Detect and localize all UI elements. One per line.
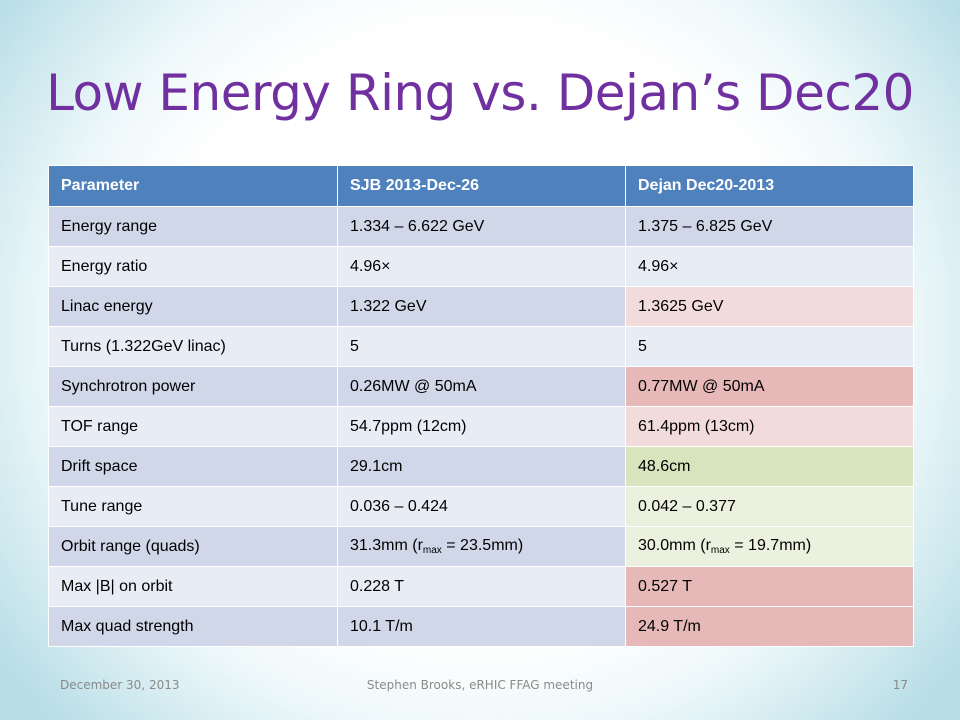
header-sjb: SJB 2013-Dec-26 xyxy=(337,165,626,207)
sjb-cell: 5 xyxy=(337,326,626,367)
table-row: Max |B| on orbit 0.228 T 0.527 T xyxy=(48,566,914,607)
table-row: Energy ratio 4.96× 4.96× xyxy=(48,246,914,287)
sjb-cell: 54.7ppm (12cm) xyxy=(337,406,626,447)
sjb-cell: 4.96× xyxy=(337,246,626,287)
dejan-cell: 61.4ppm (13cm) xyxy=(625,406,914,447)
footer-date: December 30, 2013 xyxy=(60,678,180,692)
sjb-cell: 29.1cm xyxy=(337,446,626,487)
dejan-orbit-text: 30.0mm (r xyxy=(638,537,711,554)
param-cell: Energy ratio xyxy=(48,246,338,287)
table-row: Turns (1.322GeV linac) 5 5 xyxy=(48,326,914,367)
table-row: Synchrotron power 0.26MW @ 50mA 0.77MW @… xyxy=(48,366,914,407)
param-cell: Tune range xyxy=(48,486,338,527)
dejan-cell: 1.3625 GeV xyxy=(625,286,914,327)
param-cell: Energy range xyxy=(48,206,338,247)
sjb-cell: 1.334 – 6.622 GeV xyxy=(337,206,626,247)
table-row: Max quad strength 10.1 T/m 24.9 T/m xyxy=(48,606,914,647)
r-max-subscript: max xyxy=(710,545,730,556)
header-parameter: Parameter xyxy=(48,165,338,207)
sjb-cell: 1.322 GeV xyxy=(337,286,626,327)
param-cell: Synchrotron power xyxy=(48,366,338,407)
dejan-cell: 0.77MW @ 50mA xyxy=(625,366,914,407)
dejan-cell: 0.527 T xyxy=(625,566,914,607)
sjb-cell: 10.1 T/m xyxy=(337,606,626,647)
r-max-subscript: max xyxy=(422,545,442,556)
dejan-cell: 4.96× xyxy=(625,246,914,287)
table-row: Orbit range (quads) 31.3mm (rmax = 23.5m… xyxy=(48,526,914,567)
table-row: TOF range 54.7ppm (12cm) 61.4ppm (13cm) xyxy=(48,406,914,447)
sjb-cell: 0.26MW @ 50mA xyxy=(337,366,626,407)
table-row: Energy range 1.334 – 6.622 GeV 1.375 – 6… xyxy=(48,206,914,247)
table-row: Drift space 29.1cm 48.6cm xyxy=(48,446,914,487)
dejan-cell: 0.042 – 0.377 xyxy=(625,486,914,527)
sjb-cell: 0.228 T xyxy=(337,566,626,607)
sjb-cell: 31.3mm (rmax = 23.5mm) xyxy=(337,526,626,567)
table-header-row: Parameter SJB 2013-Dec-26 Dejan Dec20-20… xyxy=(48,165,914,207)
comparison-table: Parameter SJB 2013-Dec-26 Dejan Dec20-20… xyxy=(48,165,914,647)
sjb-orbit-rmax: = 23.5mm) xyxy=(441,537,524,554)
header-dejan: Dejan Dec20-2013 xyxy=(625,165,914,207)
dejan-cell: 5 xyxy=(625,326,914,367)
param-cell: Turns (1.322GeV linac) xyxy=(48,326,338,367)
footer-presenter: Stephen Brooks, eRHIC FFAG meeting xyxy=(366,678,594,692)
param-cell: Max quad strength xyxy=(48,606,338,647)
sjb-orbit-text: 31.3mm (r xyxy=(350,537,423,554)
dejan-cell: 30.0mm (rmax = 19.7mm) xyxy=(625,526,914,567)
table-row: Tune range 0.036 – 0.424 0.042 – 0.377 xyxy=(48,486,914,527)
param-cell: Linac energy xyxy=(48,286,338,327)
dejan-cell: 24.9 T/m xyxy=(625,606,914,647)
param-cell: TOF range xyxy=(48,406,338,447)
dejan-orbit-rmax: = 19.7mm) xyxy=(729,537,812,554)
dejan-cell: 1.375 – 6.825 GeV xyxy=(625,206,914,247)
param-cell: Max |B| on orbit xyxy=(48,566,338,607)
page-number: 17 xyxy=(892,678,908,692)
dejan-cell: 48.6cm xyxy=(625,446,914,487)
param-cell: Drift space xyxy=(48,446,338,487)
param-cell: Orbit range (quads) xyxy=(48,526,338,567)
sjb-cell: 0.036 – 0.424 xyxy=(337,486,626,527)
slide-title: Low Energy Ring vs. Dejan’s Dec20 xyxy=(46,64,914,122)
table-row: Linac energy 1.322 GeV 1.3625 GeV xyxy=(48,286,914,327)
